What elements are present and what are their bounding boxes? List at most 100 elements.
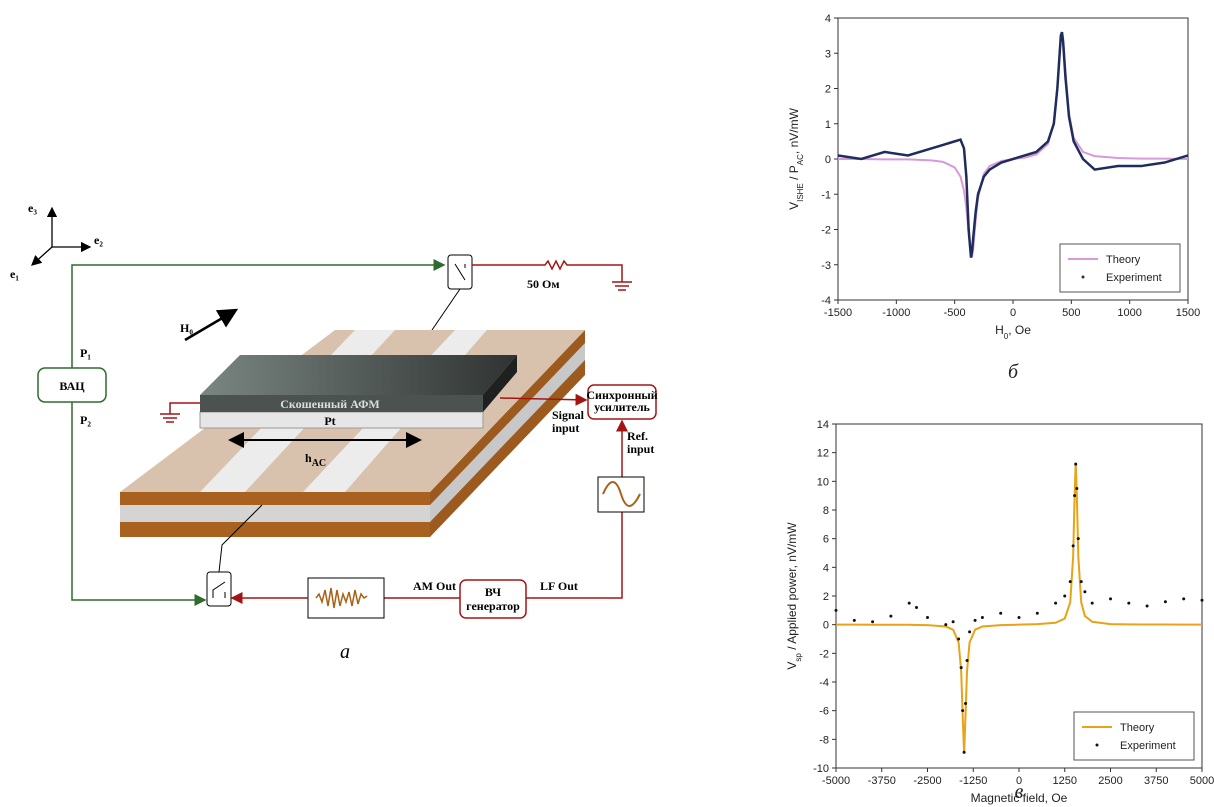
port-label: P₁ bbox=[80, 346, 91, 360]
y-axis-label: Vsp / Applied power, nV/mW bbox=[785, 522, 803, 670]
legend-swatch bbox=[1081, 275, 1085, 279]
ac-label-sub: AC bbox=[312, 458, 326, 469]
switch-icon bbox=[454, 263, 466, 281]
charts: -1500 -1000 -500 0 500 1000 1500-4-3-2-101234H… bbox=[785, 13, 1214, 805]
y-tick-label: 4 bbox=[823, 562, 829, 574]
port-label: P₂ bbox=[80, 413, 91, 427]
slab-side-layer bbox=[430, 343, 585, 522]
axis-label: e₂ bbox=[94, 233, 103, 247]
port-label: input bbox=[552, 421, 579, 435]
x-axis-label: Magnetic field, Oe bbox=[971, 791, 1068, 805]
data-point bbox=[871, 620, 875, 624]
data-point bbox=[980, 616, 984, 619]
data-point bbox=[961, 709, 965, 713]
ac-label: hAC bbox=[305, 451, 326, 469]
data-point bbox=[1068, 580, 1072, 584]
data-point bbox=[999, 611, 1003, 615]
data-point bbox=[1075, 487, 1079, 490]
x-axis-label-part: Magnetic field, Oe bbox=[971, 791, 1068, 805]
data-point bbox=[959, 666, 963, 670]
data-point bbox=[973, 618, 977, 622]
data-point bbox=[965, 659, 969, 662]
y-tick-label: 0 bbox=[825, 154, 831, 166]
x-tick-label: 0 bbox=[1010, 307, 1016, 319]
x-tick-label: -1500 bbox=[824, 307, 852, 319]
data-point bbox=[1083, 590, 1087, 594]
iv-box bbox=[37, 367, 107, 403]
sine-icon bbox=[602, 481, 641, 507]
x-axis-label: H0, Oe bbox=[995, 323, 1031, 341]
data-point bbox=[926, 616, 929, 619]
data-point bbox=[968, 630, 972, 634]
x-tick-label: -3750 bbox=[868, 775, 896, 787]
switch-icon bbox=[212, 581, 226, 598]
data-point bbox=[915, 605, 919, 609]
data-point bbox=[1073, 494, 1077, 498]
y-tick-label: -6 bbox=[819, 706, 829, 718]
y-tick-label: -8 bbox=[819, 734, 829, 746]
y-tick-label: 6 bbox=[823, 534, 829, 546]
caption: б bbox=[1008, 361, 1019, 383]
lockin-label: Синхронный bbox=[586, 388, 657, 402]
x-tick-label: 0 bbox=[1016, 775, 1022, 787]
data-point bbox=[1079, 580, 1083, 584]
data-point bbox=[889, 614, 893, 618]
port-label: AM Out bbox=[413, 579, 456, 593]
generator-label: ВЧ bbox=[485, 585, 501, 599]
y-axis-label-part: V bbox=[785, 662, 799, 670]
y-tick-label: -10 bbox=[813, 763, 829, 775]
field-arrow bbox=[184, 308, 239, 342]
chart: -5000 -3750 -2500 -1250 0 1250 2500 3750 5000 -10… bbox=[785, 419, 1214, 805]
data-point bbox=[1054, 601, 1058, 605]
y-tick-label: -4 bbox=[819, 677, 829, 689]
y-tick-label: 2 bbox=[823, 591, 829, 603]
slab-front-layer bbox=[120, 505, 430, 522]
afm-side bbox=[483, 355, 517, 412]
data-point bbox=[1076, 537, 1080, 541]
data-point bbox=[852, 618, 856, 622]
ground bbox=[160, 402, 200, 423]
y-tick-label: 1 bbox=[825, 119, 831, 131]
y-axis-label-part: AC bbox=[796, 154, 805, 165]
generator-box bbox=[459, 579, 527, 619]
legend-label: Theory bbox=[1120, 722, 1155, 734]
data-point bbox=[951, 620, 955, 624]
y-axis-label-part: / Applied power, nV/mW bbox=[785, 522, 799, 653]
y-tick-label: -2 bbox=[819, 648, 829, 660]
data-point bbox=[964, 702, 968, 705]
series-line bbox=[836, 462, 1202, 754]
x-tick-label: -500 bbox=[944, 307, 966, 319]
port-label: input bbox=[627, 442, 654, 456]
legend-label: Experiment bbox=[1120, 740, 1176, 752]
data-point bbox=[1090, 601, 1094, 605]
data-point bbox=[1071, 544, 1075, 548]
ac-label-main: h bbox=[305, 451, 312, 465]
resistor-label: 50 Ом bbox=[527, 277, 560, 291]
switch bbox=[206, 571, 232, 607]
pt-layer bbox=[199, 411, 484, 429]
y-tick-label: -1 bbox=[821, 189, 831, 201]
legend-swatch bbox=[1095, 743, 1099, 747]
y-tick-label: -4 bbox=[821, 295, 831, 307]
series-line bbox=[837, 31, 1189, 258]
wire bbox=[218, 504, 263, 573]
setup-diagram: e₃ e₂ e₁ ВАЦ P₁ P₂ H₀ 50 Ом Скошенный АФ… bbox=[10, 201, 658, 663]
y-tick-label: 2 bbox=[825, 84, 831, 96]
x-tick-label: 1250 bbox=[1053, 775, 1077, 787]
iv-label: ВАЦ bbox=[59, 379, 85, 393]
axes-icon bbox=[31, 206, 92, 266]
caption: в bbox=[1015, 781, 1024, 803]
y-axis-label: VISHE / PAC, nV/mW bbox=[787, 107, 805, 210]
data-point bbox=[907, 601, 911, 605]
legend-box bbox=[1073, 711, 1195, 761]
x-axis-label-part: H bbox=[995, 323, 1004, 337]
data-point bbox=[944, 623, 948, 627]
y-tick-label: 8 bbox=[823, 505, 829, 517]
y-tick-label: 14 bbox=[817, 419, 829, 431]
am-icon bbox=[315, 587, 368, 609]
wire bbox=[431, 288, 461, 331]
field-label: H₀ bbox=[180, 321, 193, 335]
data-point bbox=[1074, 462, 1078, 466]
x-tick-label: 1500 bbox=[1176, 307, 1200, 319]
